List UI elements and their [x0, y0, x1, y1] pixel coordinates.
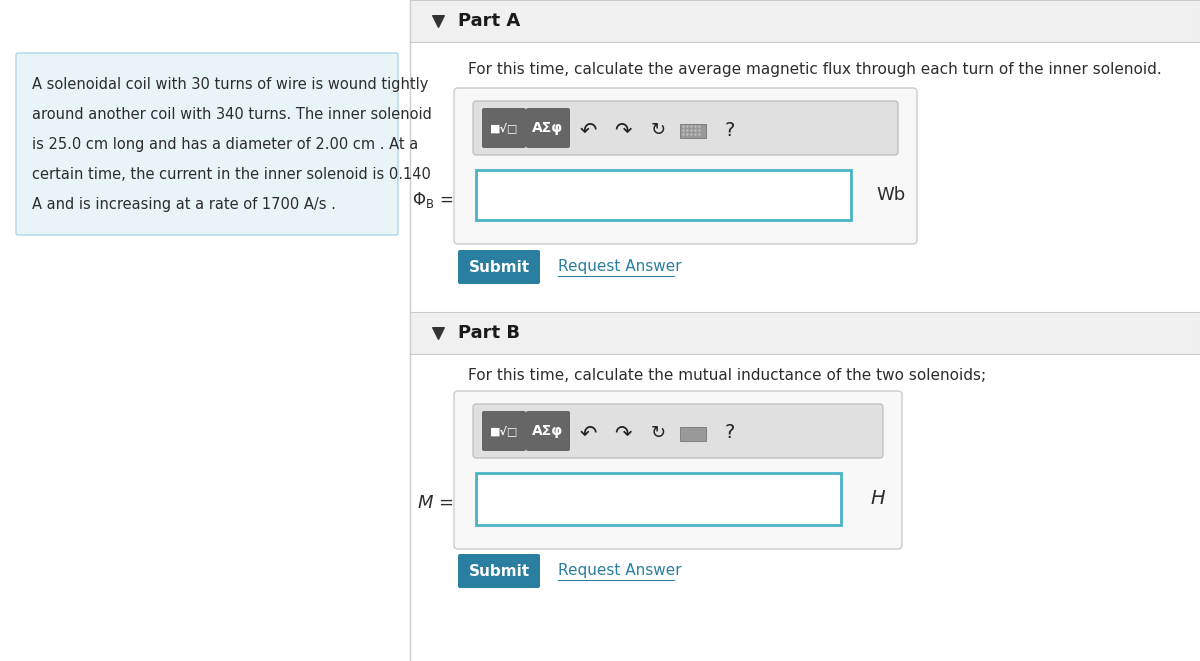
- Text: certain time, the current in the inner solenoid is 0.140: certain time, the current in the inner s…: [32, 167, 431, 182]
- FancyBboxPatch shape: [473, 404, 883, 458]
- FancyBboxPatch shape: [526, 411, 570, 451]
- Bar: [680, 427, 706, 441]
- Point: [428, 328, 448, 338]
- Text: is 25.0 cm long and has a diameter of 2.00 cm . At a: is 25.0 cm long and has a diameter of 2.…: [32, 137, 419, 152]
- FancyBboxPatch shape: [482, 108, 526, 148]
- Text: around another coil with 340 turns. The inner solenoid: around another coil with 340 turns. The …: [32, 107, 432, 122]
- Text: ↻: ↻: [650, 424, 666, 442]
- FancyBboxPatch shape: [458, 554, 540, 588]
- Bar: [410, 0, 1200, 42]
- Text: A and is increasing at a rate of 1700 A/s .: A and is increasing at a rate of 1700 A/…: [32, 197, 336, 212]
- Text: Submit: Submit: [468, 563, 529, 578]
- Text: ↷: ↷: [614, 423, 631, 443]
- Text: For this time, calculate the mutual inductance of the two solenoids;: For this time, calculate the mutual indu…: [468, 368, 986, 383]
- Text: ?: ?: [725, 424, 736, 442]
- Text: AΣφ: AΣφ: [533, 424, 564, 438]
- Bar: [680, 124, 706, 138]
- Text: Part A: Part A: [458, 12, 521, 30]
- FancyBboxPatch shape: [454, 88, 917, 244]
- Text: Request Answer: Request Answer: [558, 260, 682, 274]
- FancyBboxPatch shape: [473, 101, 898, 155]
- Bar: [476, 170, 851, 220]
- FancyBboxPatch shape: [526, 108, 570, 148]
- Text: ↶: ↶: [580, 423, 596, 443]
- Text: ■√□: ■√□: [490, 123, 518, 134]
- FancyBboxPatch shape: [454, 391, 902, 549]
- Text: ?: ?: [725, 120, 736, 139]
- Text: Part B: Part B: [458, 324, 520, 342]
- Point: [428, 16, 448, 26]
- Text: A solenoidal coil with 30 turns of wire is wound tightly: A solenoidal coil with 30 turns of wire …: [32, 77, 428, 92]
- Bar: [476, 473, 841, 525]
- Text: Wb: Wb: [876, 186, 906, 204]
- Text: H: H: [871, 490, 886, 508]
- Text: $\Phi_\mathrm{B}$ =: $\Phi_\mathrm{B}$ =: [412, 190, 454, 210]
- Text: Submit: Submit: [468, 260, 529, 274]
- Text: $M$ =: $M$ =: [416, 494, 454, 512]
- Text: For this time, calculate the average magnetic flux through each turn of the inne: For this time, calculate the average mag…: [468, 62, 1162, 77]
- Text: ↶: ↶: [580, 120, 596, 140]
- FancyBboxPatch shape: [458, 250, 540, 284]
- Text: ↷: ↷: [614, 120, 631, 140]
- FancyBboxPatch shape: [16, 53, 398, 235]
- Text: Request Answer: Request Answer: [558, 563, 682, 578]
- FancyBboxPatch shape: [482, 411, 526, 451]
- Text: ■√□: ■√□: [490, 426, 518, 436]
- Bar: [410, 312, 1200, 354]
- Text: AΣφ: AΣφ: [533, 121, 564, 135]
- Text: ↻: ↻: [650, 121, 666, 139]
